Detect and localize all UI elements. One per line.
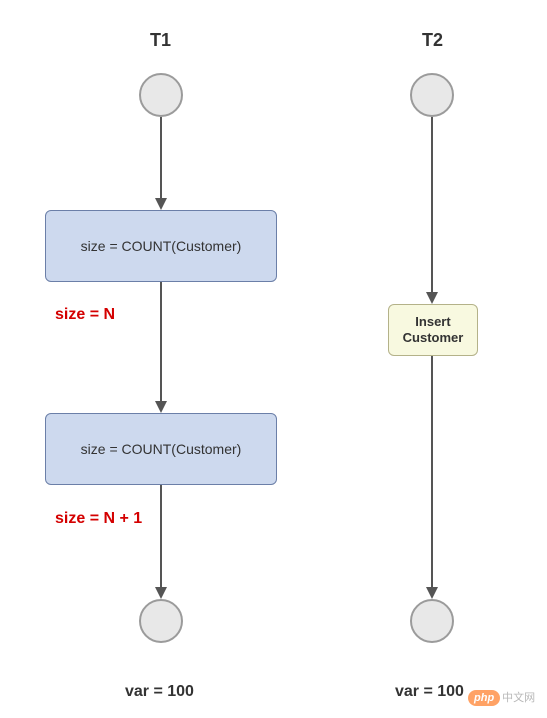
annotation-size-n-plus-1: size = N + 1 (55, 510, 142, 528)
t2-end-node (410, 599, 454, 643)
arrow-head-t1-2 (155, 401, 167, 413)
count-box-2-label: size = COUNT(Customer) (81, 441, 242, 457)
diagram-canvas: T1 T2 size = COUNT(Customer) size = COUN… (0, 0, 547, 718)
arrow-t1-2 (160, 282, 162, 401)
arrow-t2-1 (431, 117, 433, 292)
count-box-2: size = COUNT(Customer) (45, 413, 277, 485)
footer-t2: var = 100 (395, 683, 464, 701)
count-box-1: size = COUNT(Customer) (45, 210, 277, 282)
arrow-t1-1 (160, 117, 162, 198)
footer-t1: var = 100 (125, 683, 194, 701)
watermark-text: 中文网 (502, 692, 535, 704)
insert-box: Insert Customer (388, 304, 478, 356)
arrow-head-t2-1 (426, 292, 438, 304)
watermark: php中文网 (468, 688, 535, 706)
annotation-size-n: size = N (55, 306, 115, 324)
insert-box-label: Insert Customer (403, 314, 464, 345)
t2-start-node (410, 73, 454, 117)
arrow-head-t1-1 (155, 198, 167, 210)
arrow-t1-3 (160, 485, 162, 587)
count-box-1-label: size = COUNT(Customer) (81, 238, 242, 254)
arrow-t2-2 (431, 356, 433, 587)
heading-t1: T1 (150, 30, 171, 51)
t1-end-node (139, 599, 183, 643)
arrow-head-t1-3 (155, 587, 167, 599)
watermark-badge: php (468, 690, 500, 706)
t1-start-node (139, 73, 183, 117)
heading-t2: T2 (422, 30, 443, 51)
arrow-head-t2-2 (426, 587, 438, 599)
